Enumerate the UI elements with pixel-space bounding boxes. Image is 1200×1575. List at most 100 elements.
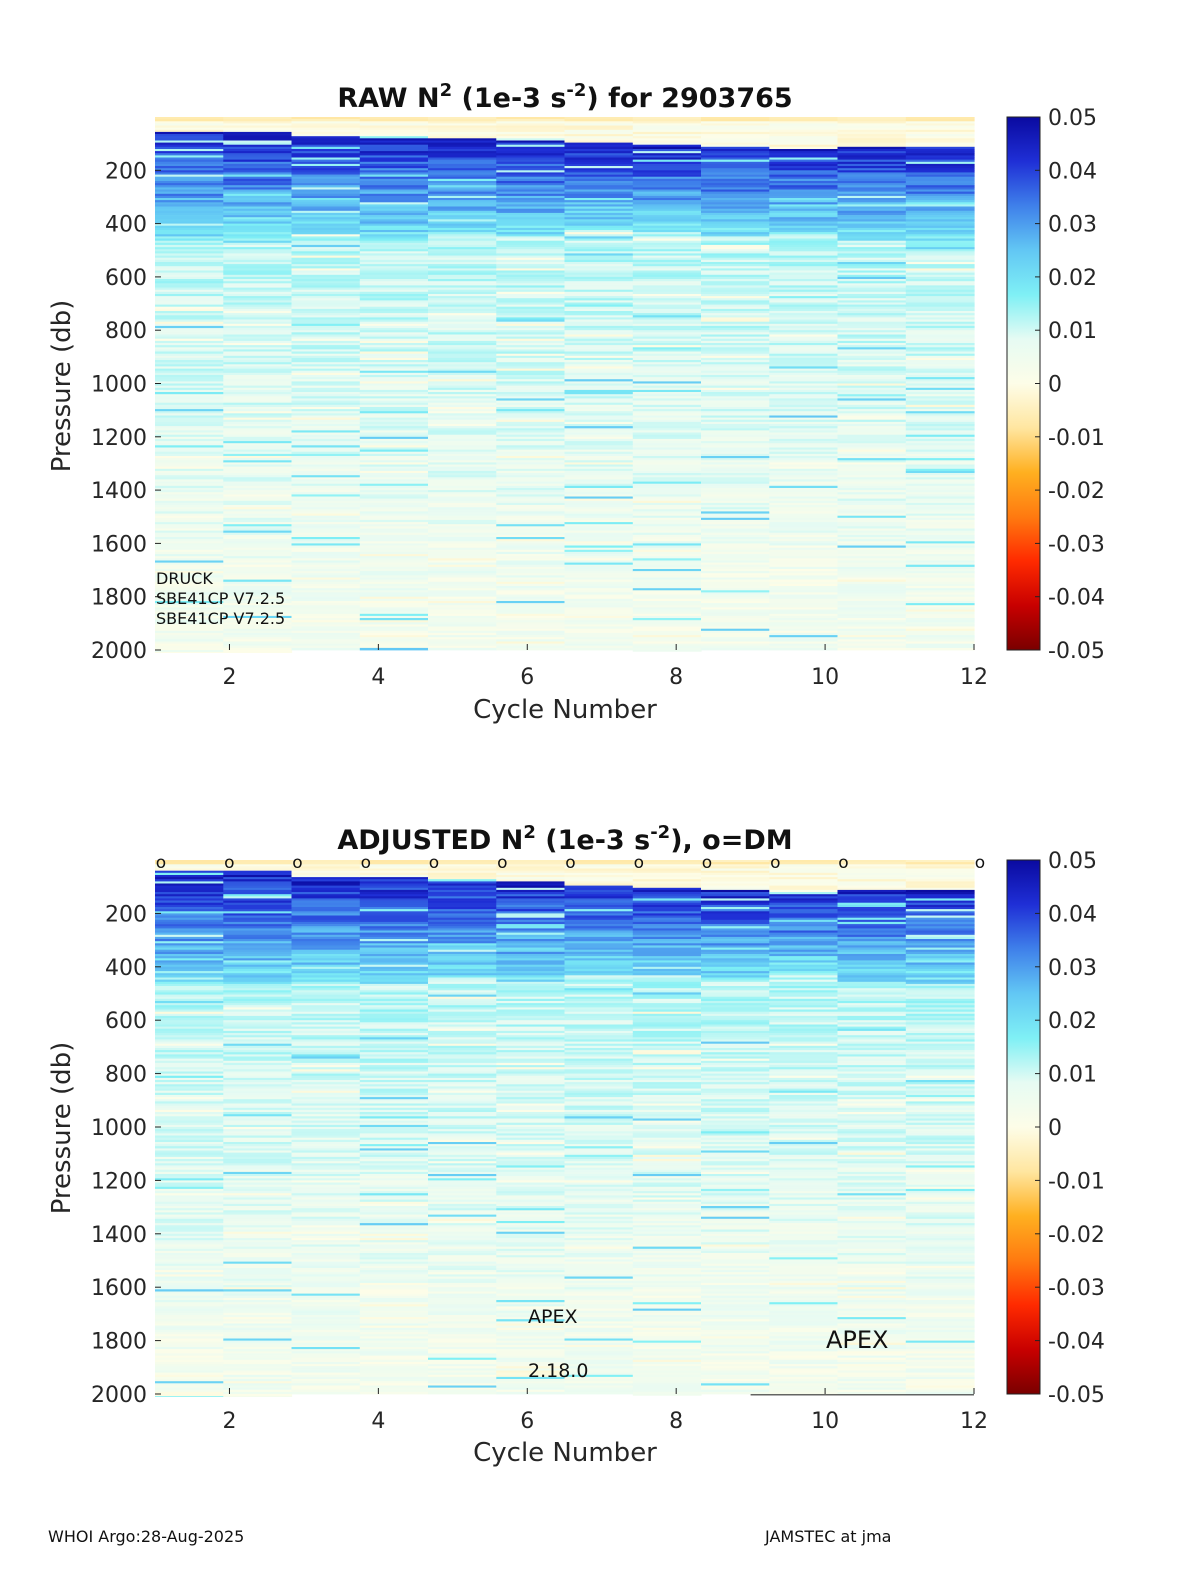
n2-cell	[291, 962, 361, 965]
n2-cell	[359, 1174, 429, 1177]
n2-cell	[359, 236, 429, 239]
n2-cell	[496, 323, 566, 327]
n2-cell	[837, 142, 907, 146]
n2-cell	[496, 1174, 566, 1177]
n2-cell	[564, 1193, 634, 1196]
n2-cell	[496, 351, 566, 354]
n2-cell	[837, 247, 907, 250]
n2-cell	[428, 129, 497, 133]
n2-cell	[155, 274, 224, 278]
n2-cell	[155, 1368, 224, 1371]
n2-cell	[359, 1180, 429, 1183]
n2-cell	[905, 355, 975, 359]
n2-cell	[428, 355, 497, 359]
n2-cell	[428, 366, 497, 369]
n2-cell	[428, 622, 497, 625]
n2-cell	[223, 492, 293, 495]
n2-cell	[837, 613, 907, 617]
n2-cell	[701, 404, 770, 408]
n2-cell	[496, 219, 566, 222]
n2-cell	[223, 202, 293, 205]
n2-cell	[496, 157, 566, 160]
n2-cell	[359, 579, 429, 583]
n2-cell	[223, 270, 293, 273]
n2-cell	[291, 862, 361, 865]
n2-cell	[223, 896, 293, 899]
n2-cell	[359, 1084, 429, 1087]
n2-cell	[496, 1291, 566, 1294]
n2-cell	[701, 394, 770, 397]
n2-cell	[223, 1214, 293, 1218]
n2-cell	[496, 238, 566, 241]
n2-cell	[905, 360, 975, 363]
n2-cell	[223, 609, 293, 612]
n2-cell	[837, 219, 907, 222]
n2-cell	[496, 1289, 566, 1292]
n2-cell	[359, 1148, 429, 1151]
n2-cell	[701, 560, 770, 563]
n2-cell	[496, 443, 566, 446]
n2-cell	[905, 613, 975, 617]
n2-cell	[837, 488, 907, 491]
n2-cell	[632, 939, 702, 942]
n2-cell	[701, 588, 770, 591]
n2-cell	[632, 428, 702, 431]
n2-cell	[291, 913, 361, 916]
n2-cell	[428, 1244, 497, 1247]
n2-cell	[291, 1312, 361, 1316]
n2-cell	[359, 1357, 429, 1361]
n2-cell	[905, 253, 975, 256]
n2-cell	[223, 652, 293, 653]
n2-cell	[564, 242, 634, 246]
n2-cell	[632, 537, 702, 540]
n2-cell	[291, 571, 361, 574]
n2-cell	[632, 889, 702, 893]
n2-cell	[428, 917, 497, 921]
n2-cell	[291, 1161, 361, 1164]
n2-cell	[155, 588, 224, 591]
n2-cell	[155, 1338, 224, 1341]
n2-cell	[155, 178, 224, 182]
n2-cell	[223, 1203, 293, 1207]
n2-cell	[428, 1270, 497, 1273]
n2-cell	[291, 291, 361, 295]
n2-cell	[428, 1065, 497, 1068]
n2-cell	[291, 866, 361, 869]
n2-cell	[359, 225, 429, 229]
n2-cell	[223, 470, 293, 474]
n2-cell	[905, 125, 975, 128]
n2-cell	[155, 1186, 224, 1190]
n2-cell	[496, 458, 566, 461]
n2-cell	[428, 1026, 497, 1030]
n2-cell	[564, 249, 634, 252]
n2-cell	[291, 445, 361, 448]
n2-cell	[564, 1071, 634, 1074]
n2-cell	[428, 543, 497, 546]
n2-cell	[632, 447, 702, 450]
n2-cell	[359, 1127, 429, 1130]
n2-cell	[837, 515, 907, 519]
n2-cell	[564, 945, 634, 948]
n2-cell	[155, 296, 224, 299]
n2-cell	[564, 575, 634, 578]
n2-cell	[564, 266, 634, 269]
n2-cell	[564, 1176, 634, 1179]
n2-cell	[291, 300, 361, 303]
n2-cell	[632, 355, 702, 359]
n2-cell	[291, 872, 361, 876]
n2-cell	[155, 875, 224, 878]
n2-cell	[223, 598, 293, 602]
n2-cell	[564, 1165, 634, 1168]
n2-cell	[223, 1276, 293, 1279]
n2-cell	[359, 1142, 429, 1145]
n2-cell	[155, 1364, 224, 1367]
n2-cell	[291, 1253, 361, 1256]
n2-cell	[701, 379, 770, 382]
n2-cell	[564, 285, 634, 288]
n2-cell	[632, 562, 702, 566]
n2-cell	[564, 1127, 634, 1130]
n2-cell	[496, 1242, 566, 1245]
n2-cell	[155, 549, 224, 553]
n2-cell	[905, 496, 975, 499]
n2-cell	[496, 1050, 566, 1053]
